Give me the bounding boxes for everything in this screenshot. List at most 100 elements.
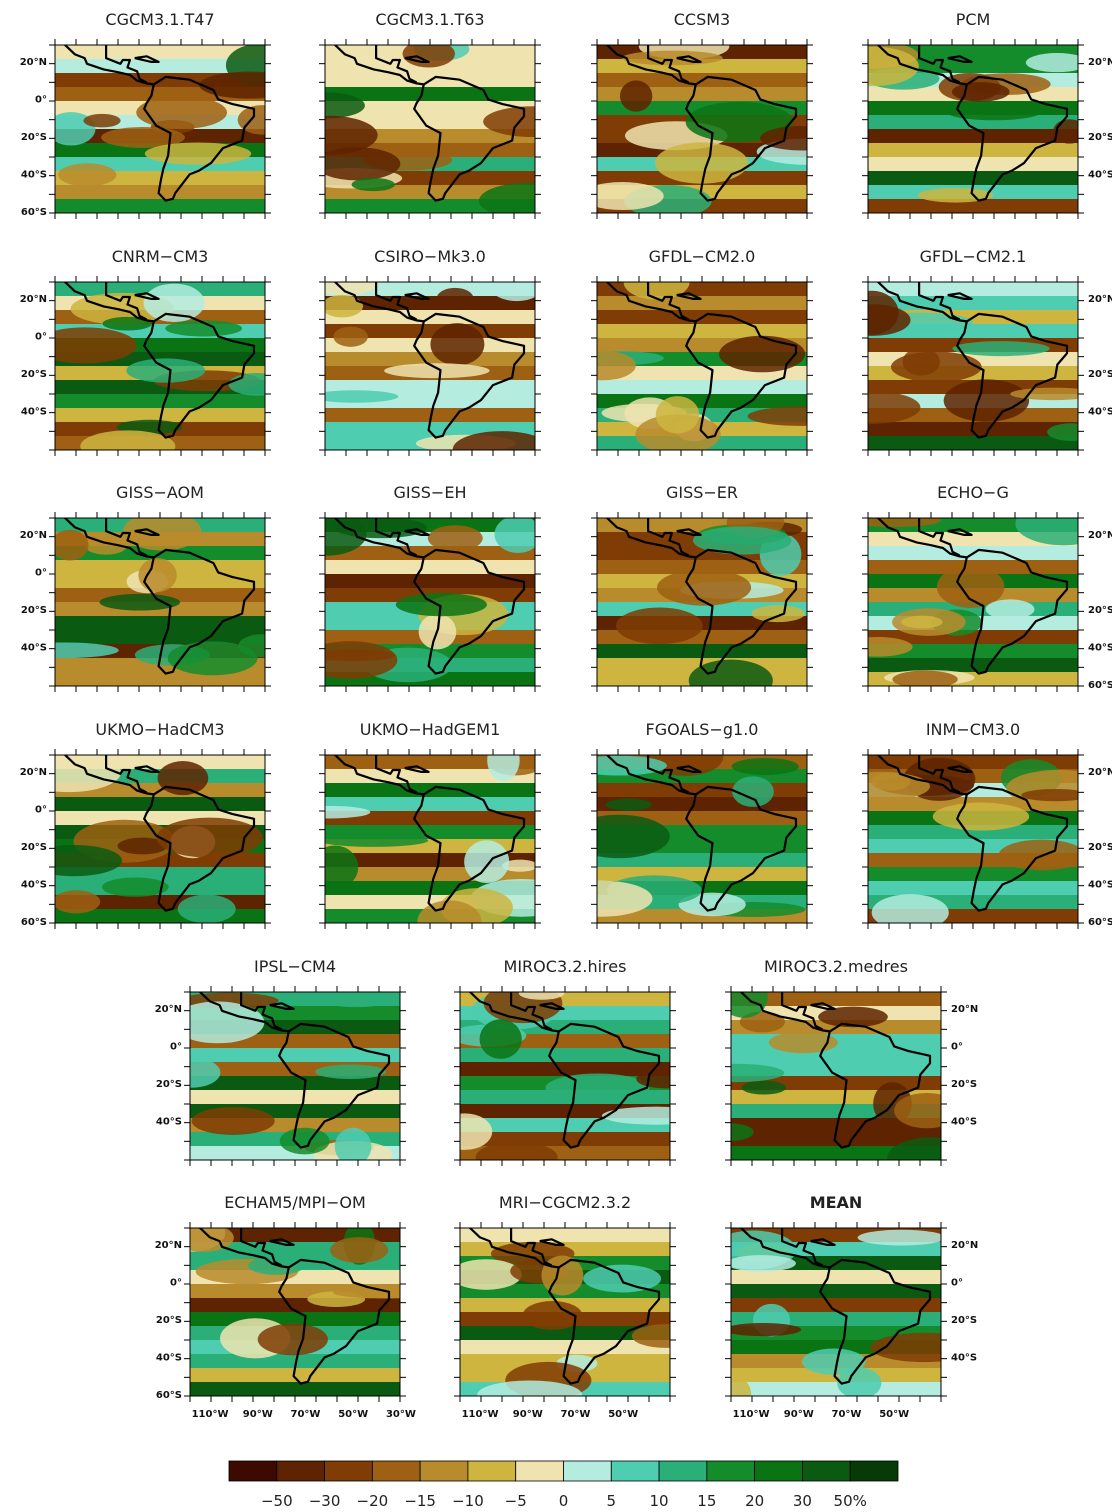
field (550, 738, 807, 924)
field-blob (937, 566, 1005, 608)
lat-label: 60°S (1088, 917, 1112, 928)
field-band (55, 672, 265, 687)
lat-label: 20°N (1088, 294, 1112, 305)
lon-label: 50°W (338, 1409, 368, 1420)
panel-title: GFDL−CM2.0 (649, 247, 756, 266)
lat-label: 40°S (1088, 879, 1112, 890)
lat-label: 0° (170, 1041, 182, 1052)
colorbar-label: 20 (745, 1492, 764, 1510)
map-panel: GFDL−CM2.0 (570, 247, 852, 456)
field-blob (229, 373, 286, 396)
field-blob (568, 815, 670, 858)
field-blob (258, 1324, 328, 1356)
field-band (190, 1382, 400, 1397)
field-blob (952, 82, 1010, 101)
lon-label: 90°W (243, 1409, 273, 1420)
field-blob (657, 569, 751, 605)
map-panel: GISS−ER (591, 483, 813, 701)
panel-title: UKMO−HadCM3 (95, 720, 224, 739)
field-blob (51, 530, 89, 561)
lat-label: 20°N (20, 530, 47, 541)
field-blob (450, 1259, 522, 1290)
field-blob (519, 987, 565, 1000)
field-blob (605, 799, 651, 811)
colorbar-box (468, 1461, 516, 1481)
panel-title: INM−CM3.0 (926, 720, 1020, 739)
lat-label: 20°S (21, 132, 47, 143)
field-blob (330, 1237, 388, 1263)
lat-label: 20°N (20, 57, 47, 68)
field-blob (80, 430, 175, 462)
colorbar-label: −50 (261, 1492, 293, 1510)
panel-title: CGCM3.1.T47 (105, 10, 214, 29)
colorbar-box (850, 1461, 898, 1481)
field-blob (751, 605, 804, 622)
field-blob (847, 514, 940, 527)
colorbar-box (707, 1461, 755, 1481)
field-band (868, 143, 1078, 158)
field-blob (333, 1286, 438, 1298)
colorbar-label: 15 (697, 1492, 716, 1510)
field-band (55, 199, 265, 214)
field-blob (315, 1065, 386, 1079)
colorbar-label: −5 (505, 1492, 527, 1510)
field-blob (453, 431, 551, 467)
colorbar-box (802, 1461, 850, 1481)
lat-label: 20°S (1088, 132, 1112, 143)
field-blob (581, 182, 664, 210)
map-panel: IPSL−CM420°N0°20°S40°S (155, 957, 406, 1168)
lat-label: 20°S (21, 369, 47, 380)
panel-title: MEAN (810, 1193, 863, 1212)
field-blob (311, 649, 395, 661)
field-blob (280, 1128, 330, 1155)
field (17, 749, 265, 924)
colorbar-box (516, 1461, 564, 1481)
field-blob (616, 607, 703, 644)
lat-label: 0° (35, 567, 47, 578)
field-blob (620, 80, 652, 111)
colorbar-label: −20 (357, 1492, 389, 1510)
colorbar-label: 50% (834, 1492, 867, 1510)
field-band (731, 1270, 941, 1285)
map-panel: GFDL−CM2.120°N20°S40°S (821, 247, 1112, 456)
field-blob (33, 327, 137, 363)
lat-label: 20°N (155, 1240, 182, 1251)
field-blob (901, 616, 942, 629)
colorbar-box (420, 1461, 468, 1481)
field-blob (319, 834, 428, 846)
field-blob (285, 806, 371, 819)
field-blob (545, 1073, 649, 1102)
lat-label: 40°S (951, 1352, 977, 1363)
field (689, 977, 977, 1179)
field-band (868, 436, 1078, 451)
lat-label: 60°S (156, 1390, 182, 1401)
panel-title: GISS−ER (666, 483, 738, 502)
field-blob (178, 895, 236, 924)
map-panel: GISS−AOM20°N0°20°S40°S (9, 483, 285, 692)
page: CGCM3.1.T4720°N0°20°S40°S60°SCGCM3.1.T63… (0, 0, 1112, 1512)
field-blob (821, 391, 921, 424)
map-panel: MEAN20°N0°20°S40°S110°W90°W70°W50°W (711, 1193, 979, 1420)
field-blob (689, 1064, 784, 1082)
field-blob (489, 269, 544, 301)
colorbar-label: −10 (452, 1492, 484, 1510)
map-panel: CCSM3 (581, 10, 853, 219)
field (711, 1222, 979, 1414)
lon-label: 90°W (784, 1409, 814, 1420)
field (597, 507, 807, 702)
panel-title: UKMO−HadGEM1 (360, 720, 501, 739)
colorbar-box (277, 1461, 325, 1481)
lat-label: 40°S (21, 879, 47, 890)
field-blob (281, 116, 377, 155)
field-blob (143, 284, 204, 322)
field-band (597, 380, 807, 395)
panel-title: MIROC3.2.hires (504, 957, 627, 976)
field-blob (158, 761, 209, 795)
field-blob (438, 1113, 493, 1150)
colorbar-label: 10 (650, 1492, 669, 1510)
field-blob (720, 977, 768, 1018)
map-panel: UKMO−HadCM320°N0°20°S40°S60°S (17, 720, 271, 929)
field-band (868, 282, 1078, 297)
field-band (868, 129, 1078, 144)
lat-label: 60°S (21, 917, 47, 928)
